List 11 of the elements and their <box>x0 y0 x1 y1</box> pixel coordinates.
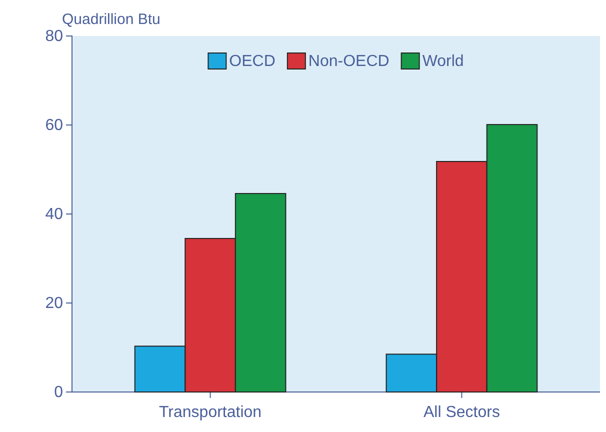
x-tick-label: Transportation <box>158 404 262 421</box>
y-tick-label: 20 <box>45 295 64 312</box>
y-tick-label: 60 <box>45 117 64 134</box>
x-tick-label: All Sectors <box>423 404 500 421</box>
legend-label: OECD <box>229 53 276 70</box>
legend-label: World <box>422 53 464 70</box>
y-tick-label: 0 <box>54 384 64 402</box>
legend-label: Non-OECD <box>308 53 390 70</box>
y-axis-title: Quadrillion Btu <box>62 11 160 28</box>
y-tick-label: 40 <box>45 206 64 224</box>
y-tick-label: 80 <box>45 28 64 46</box>
